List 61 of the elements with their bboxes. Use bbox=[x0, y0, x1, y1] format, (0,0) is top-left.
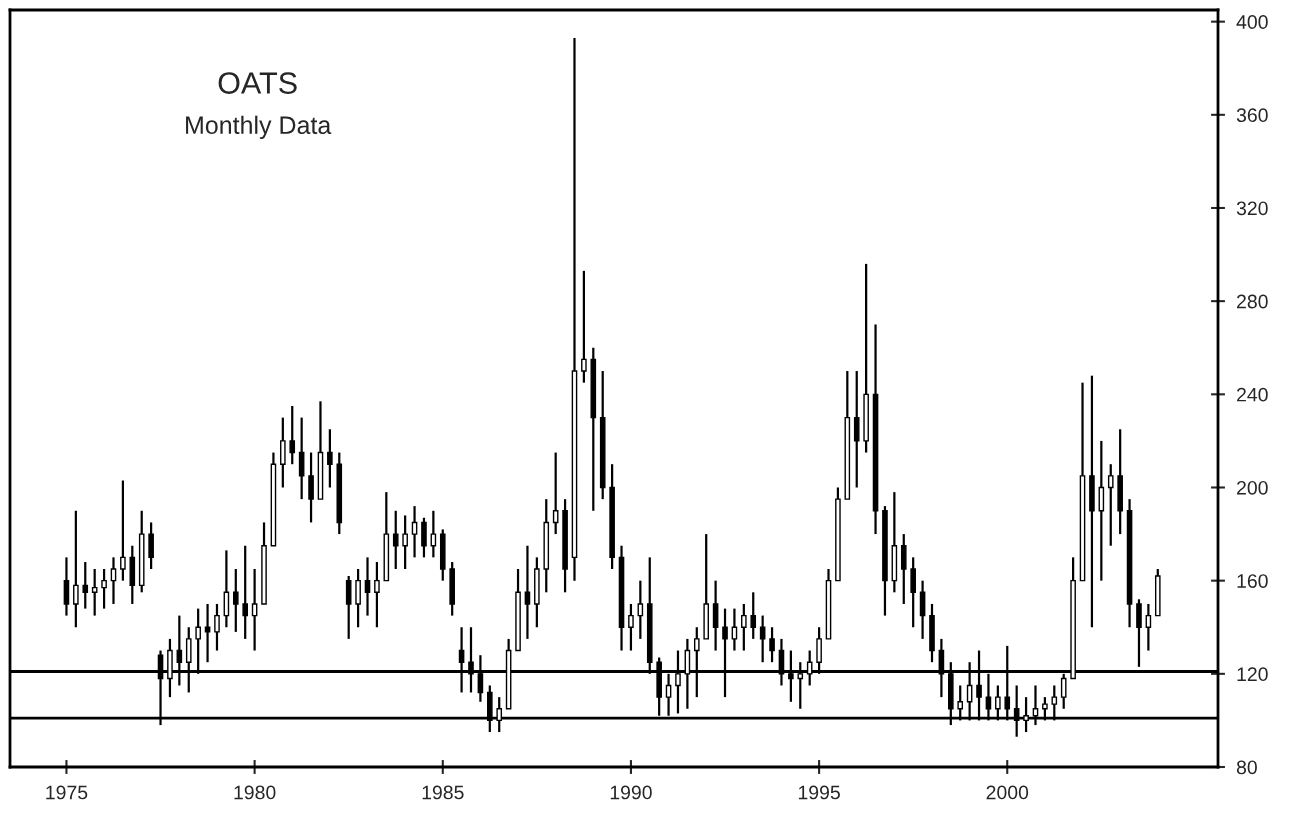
candlestick bbox=[741, 602, 747, 652]
text: Monthly Data bbox=[186, 115, 332, 139]
y-tick-label: 320 bbox=[1236, 201, 1268, 216]
candlestick bbox=[101, 567, 107, 610]
candlestick bbox=[1145, 602, 1152, 652]
x-tick-label: 1975 bbox=[46, 785, 88, 800]
x-tick-label: 1990 bbox=[610, 785, 652, 800]
candlestick bbox=[731, 607, 738, 652]
candlestick bbox=[280, 416, 286, 489]
candlestick bbox=[581, 269, 587, 384]
candlestick bbox=[251, 567, 258, 652]
candlestick bbox=[63, 556, 70, 617]
candlestick bbox=[364, 556, 371, 617]
candlestick bbox=[769, 626, 775, 664]
candlestick bbox=[355, 567, 361, 629]
text: OATS bbox=[218, 72, 297, 94]
y-tick-label: 400 bbox=[1236, 15, 1268, 29]
y-tick-label: 280 bbox=[1237, 294, 1268, 309]
candlestick bbox=[637, 579, 644, 640]
candlestick bbox=[1136, 598, 1142, 668]
candlestick bbox=[345, 574, 352, 640]
x-tick-label: 1985 bbox=[422, 785, 464, 800]
candlestick bbox=[73, 509, 79, 629]
y-tick-label: 80 bbox=[1236, 760, 1257, 775]
candlestick bbox=[402, 514, 408, 571]
candlestick bbox=[308, 451, 314, 524]
candlestick bbox=[148, 521, 154, 571]
y-tick-label: 240 bbox=[1237, 387, 1268, 402]
candlestick bbox=[82, 560, 89, 610]
candlestick bbox=[628, 602, 634, 652]
y-tick-label: 120 bbox=[1237, 667, 1268, 682]
candlestick bbox=[214, 602, 220, 652]
candlestick bbox=[298, 416, 305, 501]
candlestick bbox=[524, 544, 531, 640]
x-tick-label: 2000 bbox=[986, 785, 1029, 800]
candlestick bbox=[421, 516, 427, 559]
y-tick-label: 160 bbox=[1237, 574, 1268, 588]
y-tick-label: 200 bbox=[1237, 480, 1268, 495]
candlestick bbox=[853, 369, 860, 489]
candlestick bbox=[910, 556, 916, 629]
candlestick bbox=[374, 560, 380, 629]
candlestick bbox=[750, 591, 757, 640]
candlestick bbox=[327, 428, 333, 489]
candlestick bbox=[411, 505, 418, 559]
candlestick bbox=[242, 544, 249, 640]
candlestick bbox=[204, 602, 211, 664]
x-tick-label: 1980 bbox=[234, 785, 276, 800]
candlestick bbox=[900, 532, 907, 606]
candlestick bbox=[712, 579, 719, 652]
candlestick bbox=[232, 567, 239, 634]
candlestick bbox=[91, 567, 98, 617]
candlestick bbox=[392, 509, 399, 571]
candlestick bbox=[289, 404, 296, 466]
candlestick bbox=[120, 479, 126, 582]
candlestick bbox=[552, 451, 559, 536]
candlestick bbox=[110, 556, 117, 606]
y-tick-label: 360 bbox=[1236, 108, 1268, 123]
candlestick bbox=[1107, 463, 1114, 547]
x-tick-label: 1995 bbox=[798, 785, 840, 800]
candlestick bbox=[430, 509, 437, 559]
candlestick bbox=[759, 614, 766, 664]
